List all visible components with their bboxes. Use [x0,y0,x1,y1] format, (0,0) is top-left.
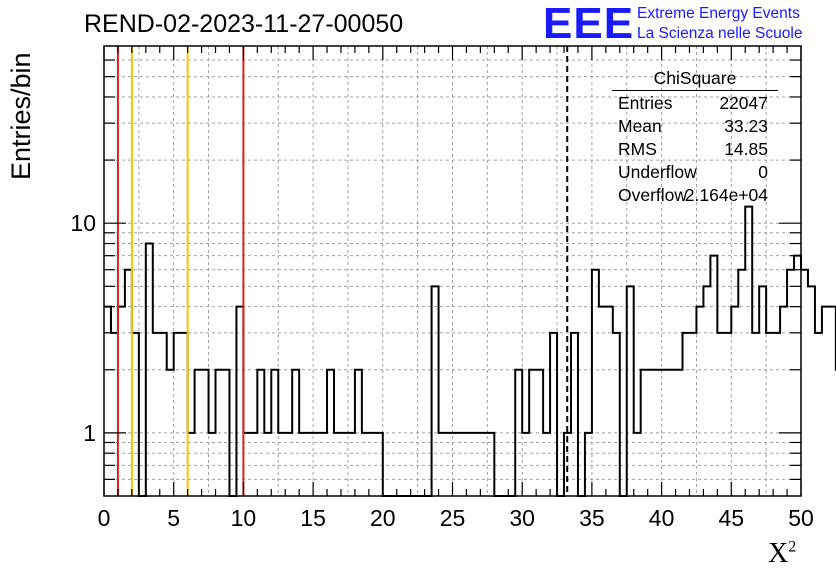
y-tick-label: 10 [70,210,96,236]
x-tick-label: 0 [98,505,111,531]
x-tick-label: 45 [719,505,745,531]
stats-row-overflow: Overflow 2.164e+04 [612,185,778,208]
x-tick-label: 20 [370,505,396,531]
x-tick-label: 35 [579,505,605,531]
x-tick-label: 15 [300,505,326,531]
stats-value: 22047 [719,93,768,113]
stats-row-underflow: Underflow 0 [612,162,778,185]
brand-text: Extreme Energy Events La Scienza nelle S… [637,4,802,44]
stats-row-mean: Mean 33.23 [612,116,778,139]
x-tick-label: 25 [440,505,466,531]
x-tick-label: 10 [231,505,257,531]
stats-row-rms: RMS 14.85 [612,139,778,162]
x-tick-label: 40 [649,505,675,531]
stats-box: ChiSquare Entries 22047 Mean 33.23 RMS 1… [612,68,778,208]
eee-logo: EEE [543,0,635,48]
stats-box-title: ChiSquare [612,68,778,91]
stats-key: Mean [618,116,662,136]
stats-row-entries: Entries 22047 [612,93,778,116]
stats-key: Overflow [618,185,688,205]
x-axis-label-base: X [768,538,789,569]
x-tick-label: 30 [509,505,535,531]
stats-value: 33.23 [724,116,768,136]
y-tick-label: 1 [83,420,96,446]
brand-line-1: Extreme Energy Events [637,5,800,22]
histogram-outline [104,205,836,497]
stats-value: 0 [758,162,768,182]
stats-key: Underflow [618,162,697,182]
x-axis-label-superscript: 2 [788,538,797,556]
stats-key: Entries [618,93,673,113]
x-axis-label: X2 [768,538,796,570]
x-tick-label: 5 [167,505,180,531]
brand-line-2: La Scienza nelle Scuole [637,25,803,42]
chart-title: REND-02-2023-11-27-00050 [84,10,404,38]
stats-value: 2.164e+04 [684,185,768,205]
stats-value: 14.85 [724,139,768,159]
stats-key: RMS [618,139,657,159]
x-tick-label: 50 [788,505,814,531]
y-axis-label: Entries/bin [6,52,36,180]
